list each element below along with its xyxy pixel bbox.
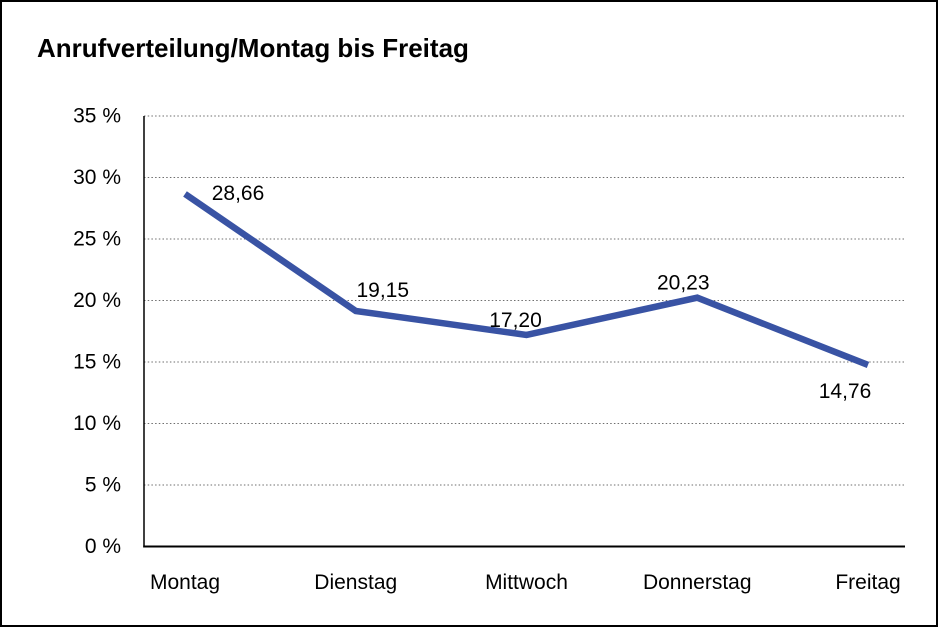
y-tick-label: 20 %: [73, 289, 121, 312]
data-label: 20,23: [657, 272, 710, 295]
y-tick-label: 25 %: [73, 228, 121, 251]
y-tick-label: 5 %: [85, 474, 121, 497]
data-label: 17,20: [489, 309, 542, 332]
x-category-label: Dienstag: [314, 571, 397, 594]
y-tick-label: 15 %: [73, 351, 121, 374]
y-tick-label: 0 %: [85, 535, 121, 558]
data-label: 28,66: [212, 182, 265, 205]
data-label: 19,15: [356, 279, 409, 302]
x-category-label: Montag: [150, 571, 220, 594]
series-line: [183, 191, 870, 368]
x-category-label: Mittwoch: [485, 571, 568, 594]
y-tick-label: 35 %: [73, 105, 121, 128]
y-tick-label: 30 %: [73, 166, 121, 189]
chart-title: Anrufverteilung/Montag bis Freitag: [37, 33, 469, 63]
data-label: 14,76: [819, 380, 872, 403]
x-category-label: Donnerstag: [643, 571, 752, 594]
y-tick-label: 10 %: [73, 412, 121, 435]
x-category-label: Freitag: [835, 571, 900, 594]
